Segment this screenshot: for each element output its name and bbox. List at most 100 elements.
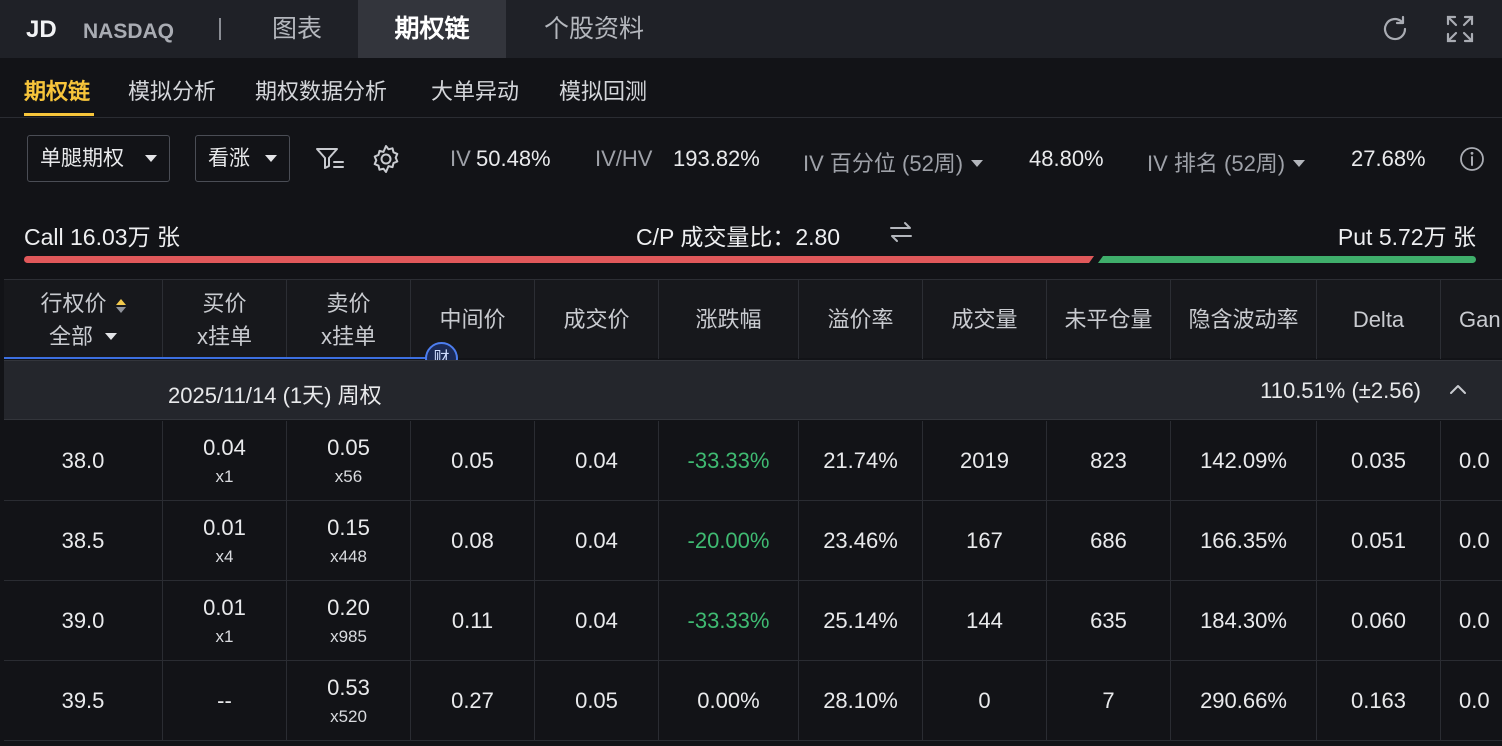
fullscreen-icon[interactable] — [1443, 12, 1477, 46]
cell-last: 0.05 — [535, 661, 659, 741]
cell-bid-value: 0.01 — [203, 515, 246, 540]
strike-filter-dropdown[interactable]: 全部 — [49, 320, 117, 353]
cell-premium: 28.10% — [799, 661, 923, 741]
info-icon[interactable] — [1458, 145, 1486, 173]
cell-last: 0.04 — [535, 501, 659, 581]
cell-volume: 2019 — [923, 421, 1047, 501]
cell-delta-value: 0.060 — [1350, 608, 1407, 633]
table-row[interactable]: 39.5 -- 0.53 x520 0.27 0.05 0.00% 28.10% 0 7 290.6… — [4, 661, 1502, 741]
cell-last-value: 0.04 — [575, 608, 618, 633]
cell-strike: 38.0 — [4, 421, 163, 501]
subtab-simulation[interactable]: 模拟分析 — [128, 79, 217, 104]
leg-type-dropdown[interactable]: 单腿期权 — [27, 135, 170, 182]
cell-iv-value: 290.66% — [1200, 688, 1287, 713]
swap-icon[interactable] — [888, 220, 914, 244]
table-row[interactable]: 38.0 0.04 x1 0.05 x56 0.05 0.04 -33.33% 21.74% 20… — [4, 421, 1502, 501]
header-strike[interactable]: 行权价 全部 — [4, 280, 163, 359]
header-change: 涨跌幅 — [659, 280, 799, 359]
header-gamma: Gan — [1459, 307, 1501, 332]
cell-change: 0.00% — [659, 661, 799, 741]
cell-oi: 823 — [1047, 421, 1171, 501]
cell-last: 0.04 — [535, 421, 659, 501]
cell-delta-value: 0.163 — [1350, 688, 1407, 713]
expiry-group-row[interactable]: 2025/11/14 (1天) 周权 110.51% (±2.56) — [4, 360, 1502, 420]
cell-ask[interactable]: 0.15 x448 — [287, 501, 411, 581]
refresh-icon[interactable] — [1378, 12, 1412, 46]
header-bid-label: 买价 — [202, 290, 247, 316]
cell-ask_size-value: x56 — [334, 467, 363, 486]
tab-option-chain[interactable]: 期权链 — [358, 0, 506, 58]
cell-ask[interactable]: 0.20 x985 — [287, 581, 411, 661]
table-row[interactable]: 38.5 0.01 x4 0.15 x448 0.08 0.04 -20.00% 23.46% 1… — [4, 501, 1502, 581]
header-open-interest: 未平仓量 — [1047, 280, 1171, 359]
cell-strike-value: 38.0 — [61, 448, 105, 473]
cell-gamma-value: 0.0 — [1459, 608, 1490, 633]
cell-premium: 25.14% — [799, 581, 923, 661]
subtab-option-chain[interactable]: 期权链 — [24, 79, 91, 104]
cell-last: 0.04 — [535, 581, 659, 661]
cell-change-value: 0.00% — [697, 688, 760, 713]
exchange-name: NASDAQ — [83, 20, 175, 43]
tab-chart[interactable]: 图表 — [271, 15, 322, 43]
cell-bid-value: -- — [217, 688, 232, 713]
iv-rank-dropdown[interactable]: IV 排名 (52周) — [1147, 146, 1306, 178]
iv-value: 50.48% — [476, 146, 551, 171]
cell-delta-value: 0.035 — [1350, 448, 1407, 473]
cell-volume-value: 2019 — [960, 448, 1009, 473]
ivhv-label: IV/HV — [595, 146, 653, 171]
iv-percentile-dropdown[interactable]: IV 百分位 (52周) — [803, 146, 984, 178]
cell-strike-value: 38.5 — [61, 528, 105, 553]
table-row[interactable]: 39.0 0.01 x1 0.20 x985 0.11 0.04 -33.33% 25.14% 1… — [4, 581, 1502, 661]
cell-mid: 0.05 — [411, 421, 535, 501]
cell-strike: 39.0 — [4, 581, 163, 661]
cell-gamma: 0.0 — [1441, 661, 1502, 741]
cell-oi-value: 686 — [1090, 528, 1127, 553]
cell-volume: 0 — [923, 661, 1047, 741]
cell-iv-value: 184.30% — [1200, 608, 1287, 633]
expiry-iv: 110.51% (±2.56) — [1260, 378, 1421, 403]
cell-premium: 21.74% — [799, 421, 923, 501]
direction-dropdown[interactable]: 看涨 — [195, 135, 290, 182]
tab-profile[interactable]: 个股资料 — [543, 15, 644, 43]
cell-gamma-value: 0.0 — [1459, 448, 1490, 473]
settings-gear-icon[interactable] — [370, 143, 402, 175]
cell-bid[interactable]: 0.01 x1 — [163, 581, 287, 661]
cp-volume-ratio: C/P 成交量比：2.80 — [636, 224, 841, 250]
active-tab-indicator — [24, 113, 94, 116]
sort-icon[interactable] — [115, 298, 126, 313]
chevron-up-icon[interactable] — [1445, 377, 1471, 403]
cell-premium-value: 28.10% — [823, 688, 898, 713]
filter-icon[interactable] — [314, 143, 346, 175]
put-volume: Put 5.72万 张 — [1337, 224, 1476, 250]
cell-delta: 0.051 — [1317, 501, 1441, 581]
cell-oi-value: 635 — [1090, 608, 1127, 633]
header-implied-volatility: 隐含波动率 — [1171, 280, 1317, 359]
header-bid: 买价 x挂单 — [163, 280, 287, 359]
cell-ask[interactable]: 0.53 x520 — [287, 661, 411, 741]
subtab-backtest[interactable]: 模拟回测 — [559, 79, 648, 104]
cell-bid[interactable]: 0.04 x1 — [163, 421, 287, 501]
cell-iv: 290.66% — [1171, 661, 1317, 741]
cell-last-value: 0.04 — [575, 448, 618, 473]
iv-rank-label: IV 排名 (52周) — [1147, 151, 1286, 176]
cell-mid-value: 0.08 — [451, 528, 494, 553]
cell-bid[interactable]: -- — [163, 661, 287, 741]
cell-mid-value: 0.27 — [451, 688, 494, 713]
cell-premium-value: 23.46% — [823, 528, 898, 553]
header-last: 成交价 — [535, 280, 659, 359]
cell-bid[interactable]: 0.01 x4 — [163, 501, 287, 581]
cell-oi: 686 — [1047, 501, 1171, 581]
cell-bid_size-value: x4 — [215, 547, 234, 566]
cell-oi-value: 7 — [1102, 688, 1115, 713]
subtab-option-data[interactable]: 期权数据分析 — [255, 79, 388, 104]
strike-filter-value: 全部 — [48, 323, 93, 349]
cell-iv-value: 142.09% — [1200, 448, 1287, 473]
cell-strike-value: 39.5 — [61, 688, 105, 713]
cell-change: -33.33% — [659, 421, 799, 501]
call-volume-bar — [24, 256, 1094, 263]
cell-delta-value: 0.051 — [1350, 528, 1407, 553]
cell-ask[interactable]: 0.05 x56 — [287, 421, 411, 501]
subtab-block-trades[interactable]: 大单异动 — [431, 79, 520, 104]
cell-oi-value: 823 — [1090, 448, 1127, 473]
divider — [219, 18, 221, 40]
